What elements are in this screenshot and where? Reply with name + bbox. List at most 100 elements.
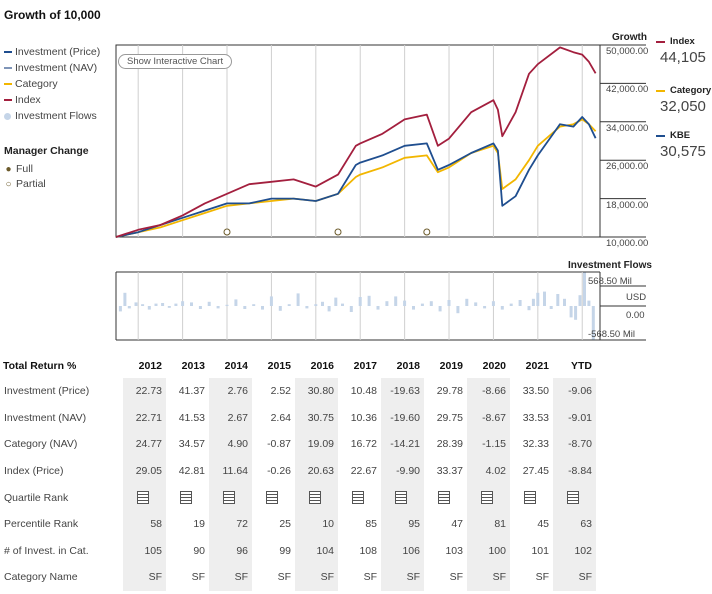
year-header: 2019 xyxy=(439,360,463,372)
flow-bar xyxy=(141,304,145,306)
quartile-rank-icon xyxy=(136,491,149,505)
manager-change-legend: ● Full ○ Partial xyxy=(4,162,45,192)
table-cell: SF xyxy=(123,564,166,591)
legend-item: Index xyxy=(4,92,100,108)
flow-bar xyxy=(305,306,309,309)
table-cell: 10.48 xyxy=(350,385,377,398)
row-label: Category Name xyxy=(4,571,78,584)
flow-bar xyxy=(147,306,151,310)
chart-title: Growth of 10,000 xyxy=(4,8,101,22)
row-label: # of Invest. in Cat. xyxy=(4,544,89,557)
table-cell: 16.72 xyxy=(350,438,377,451)
table-cell: 29.05 xyxy=(123,457,166,485)
flow-bar xyxy=(358,297,362,306)
flow-bar xyxy=(296,293,300,306)
flow-bar xyxy=(327,306,331,312)
series-line-category xyxy=(115,118,597,238)
quartile-rank-icon xyxy=(308,491,321,505)
partial-marker-icon: ○ xyxy=(5,179,12,190)
table-cell: -0.26 xyxy=(267,465,291,478)
flow-bar xyxy=(118,306,122,312)
table-cell: 63 xyxy=(553,510,596,538)
table-cell: 106 xyxy=(381,537,424,565)
table-cell: 20.63 xyxy=(295,457,338,485)
growth-tick-label: 10,000.00 xyxy=(606,238,649,249)
flows-tick-label: 0.00 xyxy=(626,310,645,321)
table-cell: 28.39 xyxy=(436,438,463,451)
table-cell: -19.63 xyxy=(381,378,424,405)
year-header: 2018 xyxy=(396,360,420,372)
flow-bar xyxy=(456,306,460,314)
table-cell: SF xyxy=(535,571,549,584)
flow-bar xyxy=(216,306,220,309)
legend-label: Investment (NAV) xyxy=(15,62,98,74)
table-cell: 33.53 xyxy=(522,411,549,424)
full-label: Full xyxy=(16,163,33,175)
partial-manager-change-marker xyxy=(334,228,342,236)
flow-bar xyxy=(123,292,127,306)
table-cell: 29.75 xyxy=(436,411,463,424)
end-value-label: Index xyxy=(656,36,706,47)
table-row: Index (Price) 29.05 42.81 11.64 -0.26 20.63 22… xyxy=(0,457,596,485)
flow-bar xyxy=(465,298,469,306)
table-cell: 10 xyxy=(295,510,338,538)
table-cell: 58 xyxy=(123,510,166,538)
flow-bar xyxy=(527,306,531,311)
flow-bar xyxy=(252,304,256,306)
flow-bar xyxy=(334,297,338,306)
flow-bar xyxy=(161,303,165,306)
growth-tick-label: 26,000.00 xyxy=(606,161,649,173)
table-cell: 22.67 xyxy=(350,465,377,478)
end-value-number: 30,575 xyxy=(660,143,706,160)
table-cell: 32.33 xyxy=(522,438,549,451)
flow-bar xyxy=(243,306,247,309)
partial-manager-change-marker xyxy=(223,228,231,236)
flow-bar xyxy=(181,301,185,306)
end-value-number: 32,050 xyxy=(660,98,706,115)
table-cell: 103 xyxy=(445,544,463,557)
table-cell: 24.77 xyxy=(123,431,166,458)
legend-label: Investment (Price) xyxy=(15,46,101,58)
flow-bar xyxy=(127,306,131,309)
flow-bar xyxy=(261,306,264,310)
quartile-cell xyxy=(295,484,338,511)
row-label: Quartile Rank xyxy=(4,491,69,504)
table-cell: 95 xyxy=(381,510,424,538)
legend: Investment (Price) Investment (NAV) Catego… xyxy=(4,44,100,124)
flow-bar xyxy=(321,301,324,306)
table-cell: 102 xyxy=(553,537,596,565)
table-row: # of Invest. in Cat. 105 90 96 99 104 108 106 10… xyxy=(0,537,596,565)
table-cell: SF xyxy=(553,564,596,591)
table-cell: SF xyxy=(295,564,338,591)
table-cell: 2.76 xyxy=(209,378,252,405)
show-interactive-chart-button[interactable]: Show Interactive Chart xyxy=(118,54,233,69)
table-cell: 22.71 xyxy=(123,404,166,432)
full-marker-icon: ● xyxy=(5,164,12,175)
growth-tick-label: 42,000.00 xyxy=(606,84,649,96)
legend-swatch xyxy=(4,67,12,69)
table-cell: 2.67 xyxy=(209,404,252,432)
flow-bar xyxy=(314,304,318,306)
flow-bar xyxy=(483,306,487,309)
year-header: 2020 xyxy=(482,360,506,372)
year-header: 2016 xyxy=(310,360,334,372)
growth-tick-label: 50,000.00 xyxy=(606,46,649,57)
flow-bar xyxy=(591,306,595,340)
quartile-rank-icon xyxy=(222,491,235,505)
quartile-cell xyxy=(338,484,381,511)
quartile-cell xyxy=(209,484,252,511)
table-cell: -9.90 xyxy=(381,457,424,485)
flows-tick-label: 568.50 Mil xyxy=(588,276,632,287)
quartile-rank-icon xyxy=(523,491,536,505)
table-cell: -14.21 xyxy=(381,431,424,458)
manager-change-title: Manager Change xyxy=(4,145,89,157)
flow-bar xyxy=(403,300,407,306)
quartile-rank-icon xyxy=(437,491,450,505)
legend-swatch xyxy=(4,83,12,85)
table-row: Percentile Rank 58 19 72 25 10 85 95 47 81 45 63 xyxy=(0,510,596,538)
flow-bar xyxy=(500,306,504,310)
flow-bar xyxy=(536,292,540,306)
flow-bar xyxy=(234,299,238,306)
table-row: Quartile Rank xyxy=(0,484,596,511)
flow-bar xyxy=(341,303,344,306)
